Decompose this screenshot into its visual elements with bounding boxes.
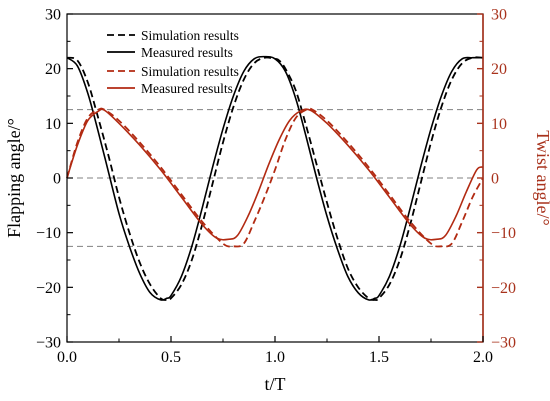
legend-entry: Measured results [107,45,233,60]
right-tick-label: −20 [491,280,516,297]
left-tick-label: 20 [45,61,61,78]
x-axis-ticks: 0.0 0.5 1.0 1.5 2.0 [57,336,493,366]
left-tick-label: 10 [45,116,61,133]
left-axis-ticks: 30 20 10 0 −10 −20 −30 [36,7,73,352]
x-axis-title: t/T [265,374,286,394]
legend-entry: Measured results [107,81,233,96]
left-tick-label: 0 [53,171,61,188]
x-tick-label: 1.0 [265,349,285,366]
left-tick-label: −30 [36,335,61,352]
right-tick-label: −10 [491,225,516,242]
right-tick-label: 30 [491,7,507,24]
right-tick-label: 20 [491,61,507,78]
right-tick-label: 10 [491,116,507,133]
series-line [66,55,484,301]
left-tick-label: −20 [36,280,61,297]
x-tick-label: 1.5 [369,349,389,366]
x-tick-label: 0.0 [57,349,77,366]
legend-entry: Simulation results [107,28,239,43]
series-line [66,108,484,241]
legend: Simulation results Measured results Simu… [107,28,239,96]
legend-label: Simulation results [141,64,239,79]
legend-label: Measured results [141,81,233,96]
legend-label: Measured results [141,45,233,60]
legend-entry: Simulation results [107,64,239,79]
right-tick-label: −30 [491,335,516,352]
series-layer [66,55,484,301]
right-axis-ticks: 30 20 10 0 −10 −20 −30 [477,7,516,352]
left-tick-label: 30 [45,7,61,24]
right-tick-label: 0 [491,171,499,188]
series-line [66,56,484,301]
series-line [66,107,484,248]
x-tick-label: 0.5 [161,349,181,366]
x-tick-label: 2.0 [473,349,493,366]
legend-label: Simulation results [141,28,239,43]
left-tick-label: −10 [36,225,61,242]
y-axis-title-right: Twist angle/° [533,130,550,225]
y-axis-title-left: Flapping angle/° [4,118,24,238]
